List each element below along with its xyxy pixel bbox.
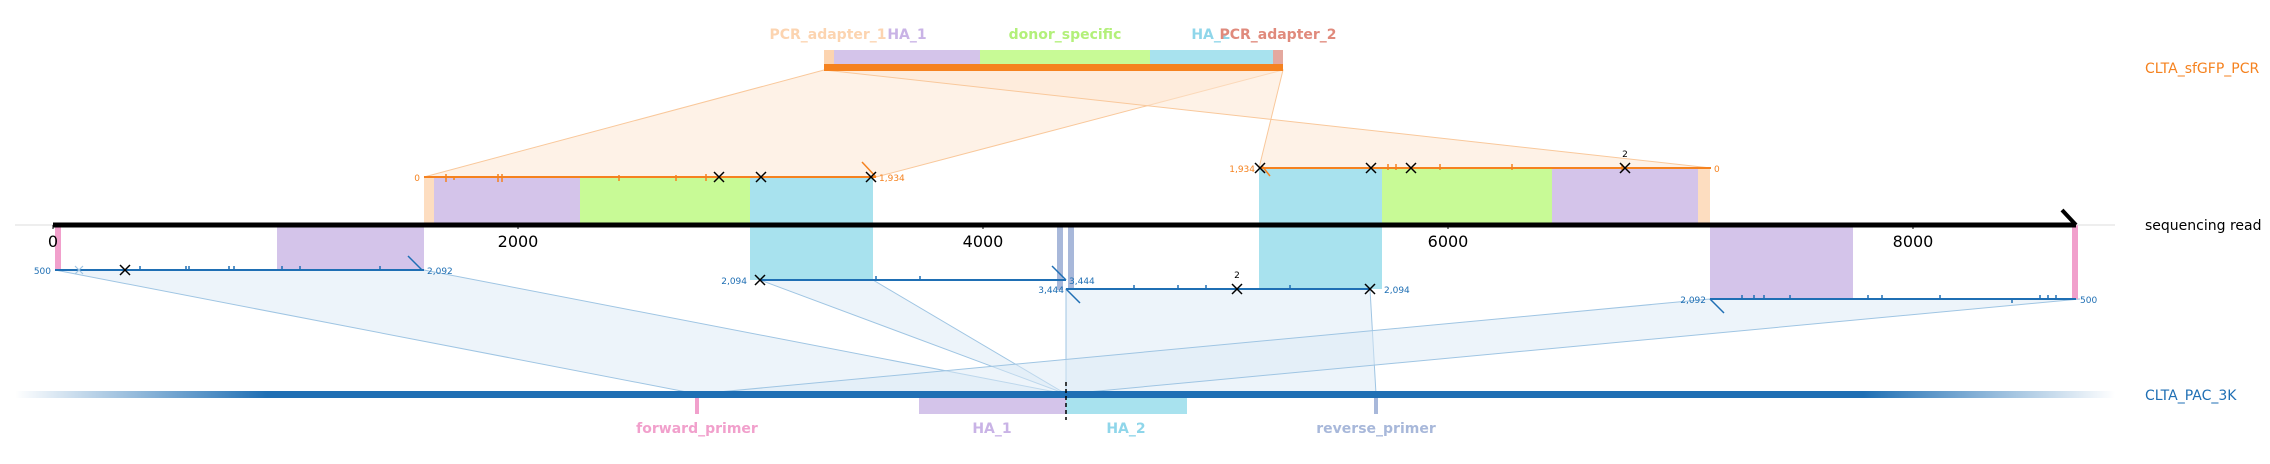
bottom-label-ha-2: HA_2 — [1106, 421, 1145, 437]
bottom-alignment-4: 2,092 500 — [1680, 295, 2097, 314]
track-name-top: CLTA_sfGFP_PCR — [2145, 61, 2259, 77]
read-direction-mark — [2060, 208, 2078, 227]
track-name-bottom: CLTA_PAC_3K — [2145, 388, 2237, 404]
bottom-alignment-3: 2 3,444 2,094 — [1038, 271, 1410, 304]
middle-shading — [55, 225, 2078, 299]
top-right-end-label: 0 — [1714, 165, 1720, 175]
bottom-label-reverse-primer: reverse_primer — [1316, 421, 1436, 437]
top-label-ha-1: HA_1 — [887, 27, 926, 43]
top-label-pcr-adapter-2: PCR_adapter_2 — [1219, 27, 1336, 43]
top-track — [824, 50, 1283, 71]
bottom-2-start-label: 2,094 — [721, 277, 747, 287]
bottom-4-start-label: 2,092 — [1680, 296, 1706, 306]
top-alignment-right: 2 1,934 0 — [1229, 150, 1720, 224]
axis-tick-8000: 8000 — [1893, 232, 1934, 251]
axis-tick-6000: 6000 — [1428, 232, 1469, 251]
top-left-end-label: 1,934 — [879, 174, 905, 184]
top-label-pcr-adapter-1: PCR_adapter_1 — [769, 27, 886, 43]
top-feature-labels: PCR_adapter_1 HA_1 donor_specific HA_2 P… — [769, 27, 1336, 43]
bottom-3-start-label: 3,444 — [1038, 286, 1064, 296]
bottom-track — [15, 382, 2115, 420]
bottom-3-end-label: 2,094 — [1384, 286, 1410, 296]
bottom-1-end-label: 2,092 — [427, 267, 453, 277]
axis-tick-4000: 4000 — [963, 232, 1004, 251]
top-label-donor-specific: donor_specific — [1009, 27, 1122, 43]
top-label-ha-2: HA_2 — [1191, 27, 1230, 43]
bottom-2-end-label: 3,444 — [1069, 277, 1095, 287]
top-left-start-label: 0 — [414, 174, 420, 184]
bottom-3-marker: 2 — [1234, 271, 1240, 281]
bottom-alignment-1: 500 2,092 — [34, 255, 453, 277]
bottom-feature-labels: forward_primer HA_1 HA_2 reverse_primer — [636, 421, 1436, 437]
bottom-label-forward-primer: forward_primer — [636, 421, 758, 437]
axis-tick-0: 0 — [48, 232, 58, 251]
bottom-4-end-label: 500 — [2080, 296, 2097, 306]
axis-tick-2000: 2000 — [498, 232, 539, 251]
top-right-start-label: 1,934 — [1229, 165, 1255, 175]
axis-ticks — [52, 225, 1914, 229]
bottom-alignment-2: 2,094 3,444 — [721, 265, 1095, 287]
track-name-middle: sequencing read — [2145, 218, 2261, 234]
top-right-marker: 2 — [1622, 150, 1628, 160]
bottom-label-ha-1: HA_1 — [972, 421, 1011, 437]
bottom-1-start-label: 500 — [34, 267, 51, 277]
top-alignment-left: 0 1,934 — [414, 161, 905, 224]
